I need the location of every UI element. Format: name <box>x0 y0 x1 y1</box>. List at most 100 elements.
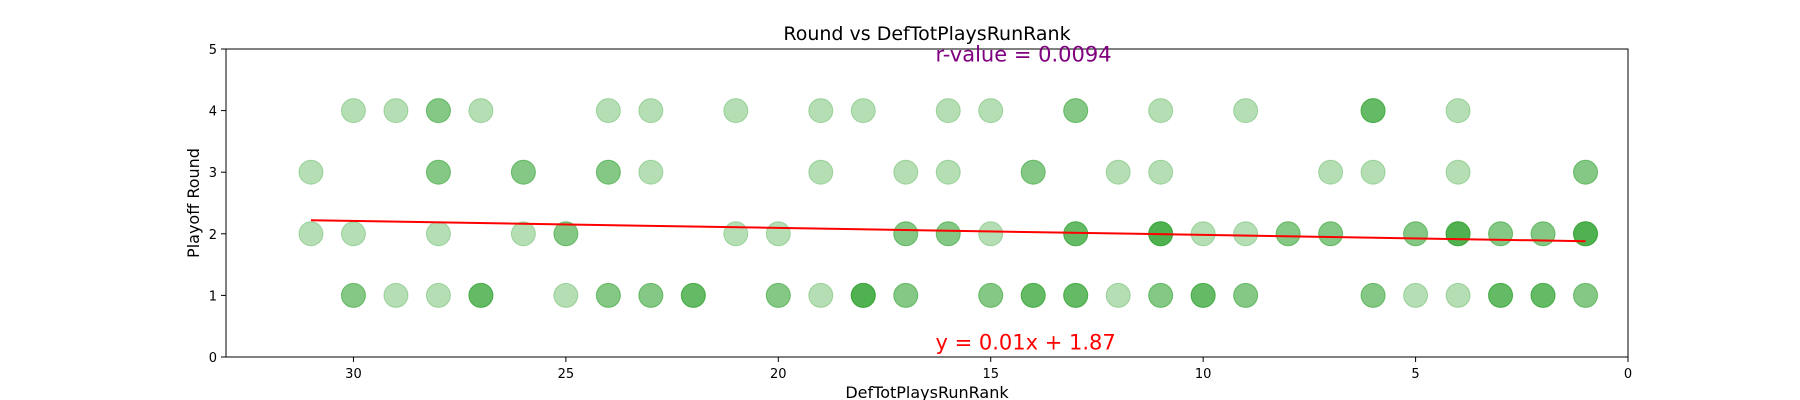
data-point <box>1148 282 1174 308</box>
trendline <box>310 219 1586 243</box>
data-point <box>893 282 919 308</box>
data-point <box>1445 159 1471 185</box>
data-point <box>1360 159 1386 185</box>
data-point <box>1573 221 1599 247</box>
data-point <box>765 282 791 308</box>
data-point <box>1063 282 1089 308</box>
data-point <box>1105 159 1131 185</box>
data-point <box>638 282 664 308</box>
chart-title: Round vs DefTotPlaysRunRank <box>783 23 1070 45</box>
data-point <box>893 159 919 185</box>
data-point <box>765 282 791 308</box>
data-point <box>1318 159 1344 185</box>
data-point <box>935 98 961 124</box>
data-point <box>1148 159 1174 185</box>
data-point <box>1020 282 1046 308</box>
x-axis-title: DefTotPlaysRunRank <box>845 383 1009 400</box>
data-point <box>978 282 1004 308</box>
data-point <box>1105 282 1131 308</box>
data-point <box>893 221 919 247</box>
data-point <box>808 159 834 185</box>
data-point <box>978 98 1004 124</box>
y-tick-label: 3 <box>209 166 217 181</box>
data-point <box>383 98 409 124</box>
data-point <box>1063 282 1089 308</box>
data-point <box>1360 98 1386 124</box>
y-axis-ticks: 0 1 2 3 4 5 <box>209 43 226 366</box>
data-point <box>638 159 664 185</box>
data-point <box>425 221 451 247</box>
data-point <box>978 221 1004 247</box>
data-point <box>425 159 451 185</box>
data-point <box>340 221 366 247</box>
data-point <box>1403 221 1429 247</box>
x-tick-label: 20 <box>770 367 787 382</box>
data-point <box>893 221 919 247</box>
data-point <box>1020 282 1046 308</box>
data-point <box>1275 221 1301 247</box>
x-tick-label: 0 <box>1624 367 1632 382</box>
data-point <box>1530 282 1556 308</box>
data-point <box>298 221 324 247</box>
data-point <box>935 159 961 185</box>
data-point <box>510 159 536 185</box>
data-point <box>1190 282 1216 308</box>
data-point <box>595 98 621 124</box>
y-tick-label: 4 <box>209 105 217 120</box>
data-point <box>850 98 876 124</box>
data-point <box>510 159 536 185</box>
y-tick-label: 2 <box>209 228 217 243</box>
data-point <box>1445 282 1471 308</box>
data-point <box>425 98 451 124</box>
x-tick-label: 25 <box>558 367 575 382</box>
data-point <box>1403 221 1429 247</box>
data-point <box>1233 221 1259 247</box>
data-point <box>468 282 494 308</box>
data-point <box>808 282 834 308</box>
y-axis-title: Playoff Round <box>184 148 203 258</box>
data-point <box>595 159 621 185</box>
data-point <box>1020 159 1046 185</box>
data-point <box>1573 159 1599 185</box>
data-point <box>425 282 451 308</box>
r-value-annotation: r-value = 0.0094 <box>935 42 1111 66</box>
data-point <box>1573 221 1599 247</box>
data-point <box>935 221 961 247</box>
data-point <box>638 282 664 308</box>
data-point <box>553 221 579 247</box>
data-point <box>1360 98 1386 124</box>
y-tick-label: 1 <box>209 289 217 304</box>
data-point <box>1318 221 1344 247</box>
data-point <box>468 282 494 308</box>
data-point <box>1063 282 1089 308</box>
data-point <box>1233 98 1259 124</box>
data-point <box>425 159 451 185</box>
x-tick-label: 5 <box>1411 367 1419 382</box>
data-point <box>1148 282 1174 308</box>
data-point <box>1403 282 1429 308</box>
x-tick-label: 15 <box>982 367 999 382</box>
y-tick-label: 5 <box>209 43 217 58</box>
data-point <box>1445 221 1471 247</box>
data-point <box>595 282 621 308</box>
data-point <box>1530 282 1556 308</box>
data-point <box>553 282 579 308</box>
data-point <box>595 282 621 308</box>
points-layer <box>298 98 1599 308</box>
data-point <box>1190 282 1216 308</box>
data-point <box>1573 282 1599 308</box>
data-point <box>1275 221 1301 247</box>
y-tick-label: 0 <box>209 351 217 366</box>
data-point <box>978 282 1004 308</box>
data-point <box>1063 98 1089 124</box>
data-point <box>425 98 451 124</box>
data-point <box>723 98 749 124</box>
data-point <box>723 221 749 247</box>
data-point <box>1360 98 1386 124</box>
data-point <box>1233 282 1259 308</box>
data-point <box>468 282 494 308</box>
data-point <box>340 282 366 308</box>
data-point <box>553 221 579 247</box>
data-point <box>510 221 536 247</box>
